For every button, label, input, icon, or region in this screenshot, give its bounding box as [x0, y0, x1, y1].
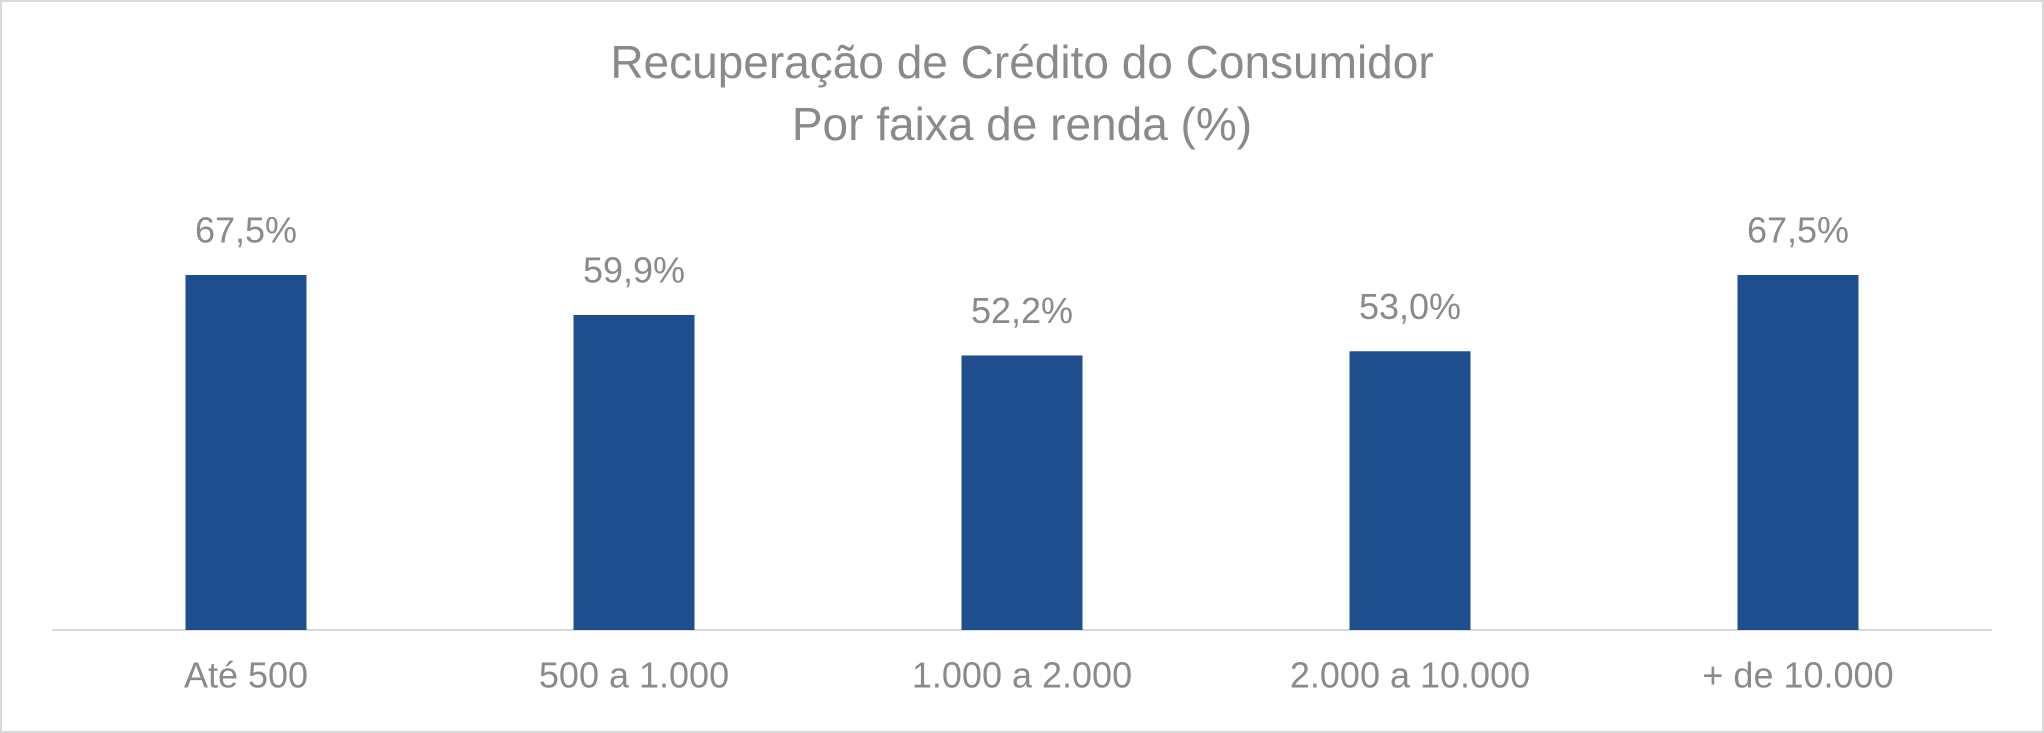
data-label: 59,9%: [583, 249, 685, 290]
data-label: 67,5%: [195, 210, 297, 251]
data-label: 67,5%: [1747, 210, 1849, 251]
x-tick-label: 500 a 1.000: [539, 655, 729, 696]
data-label: 52,2%: [971, 290, 1073, 331]
x-tick-label: 2.000 a 10.000: [1290, 655, 1530, 696]
bar: [961, 355, 1083, 630]
bar: [1349, 351, 1471, 630]
x-tick-label: Até 500: [184, 655, 308, 696]
bar: [185, 275, 307, 630]
bar: [1737, 275, 1859, 630]
chart-subtitle: Por faixa de renda (%): [792, 98, 1252, 150]
data-label: 53,0%: [1359, 286, 1461, 327]
chart-title: Recuperação de Crédito do Consumidor: [610, 36, 1433, 88]
bar: [573, 314, 695, 630]
x-tick-label: + de 10.000: [1702, 655, 1893, 696]
x-tick-label: 1.000 a 2.000: [912, 655, 1132, 696]
